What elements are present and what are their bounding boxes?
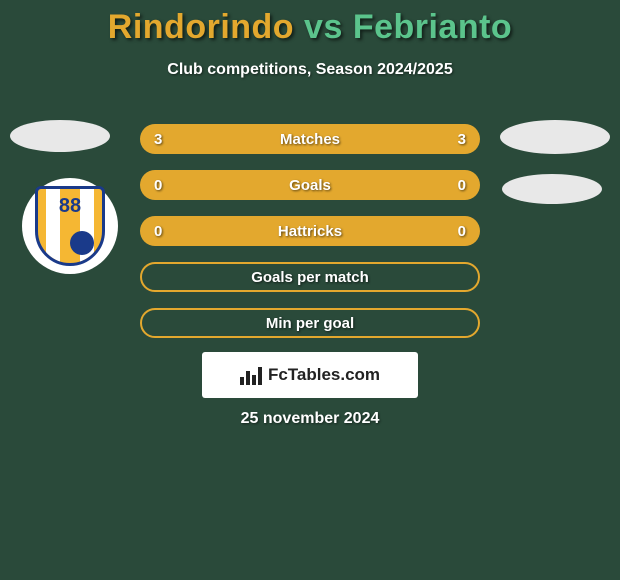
player2-avatar-placeholder: [500, 120, 610, 154]
stat-row: 0 Hattricks 0: [140, 216, 480, 246]
stat-value-right: 0: [458, 177, 466, 194]
stat-value-right: 3: [458, 131, 466, 148]
stat-row: Min per goal: [140, 308, 480, 338]
stat-row: 0 Goals 0: [140, 170, 480, 200]
vs-text: vs: [304, 8, 343, 46]
page-title: Rindorindo vs Febrianto: [0, 0, 620, 47]
stat-value-right: 0: [458, 223, 466, 240]
stat-row: 3 Matches 3: [140, 124, 480, 154]
stat-label: Goals per match: [251, 269, 369, 286]
brand-text: FcTables.com: [268, 365, 380, 385]
stat-label: Matches: [280, 131, 340, 148]
subtitle: Club competitions, Season 2024/2025: [0, 61, 620, 79]
stat-label: Hattricks: [278, 223, 342, 240]
soccer-ball-icon: [70, 231, 94, 255]
stat-value-left: 3: [154, 131, 162, 148]
stat-value-left: 0: [154, 177, 162, 194]
badge-number: 88: [38, 195, 102, 218]
stats-table: 3 Matches 3 0 Goals 0 0 Hattricks 0 Goals per mat…: [140, 124, 480, 354]
stat-label: Goals: [289, 177, 331, 194]
date-label: 25 november 2024: [0, 410, 620, 428]
player2-name: Febrianto: [353, 8, 512, 46]
player2-club-badge-placeholder: [502, 174, 602, 204]
player1-avatar-placeholder: [10, 120, 110, 152]
stat-label: Min per goal: [266, 315, 354, 332]
player1-name: Rindorindo: [108, 8, 294, 46]
brand-watermark: FcTables.com: [202, 352, 418, 398]
stat-row: Goals per match: [140, 262, 480, 292]
stat-value-left: 0: [154, 223, 162, 240]
bar-chart-icon: [240, 365, 262, 385]
shield-icon: 88: [35, 186, 105, 266]
player1-club-badge: 88: [22, 178, 118, 274]
